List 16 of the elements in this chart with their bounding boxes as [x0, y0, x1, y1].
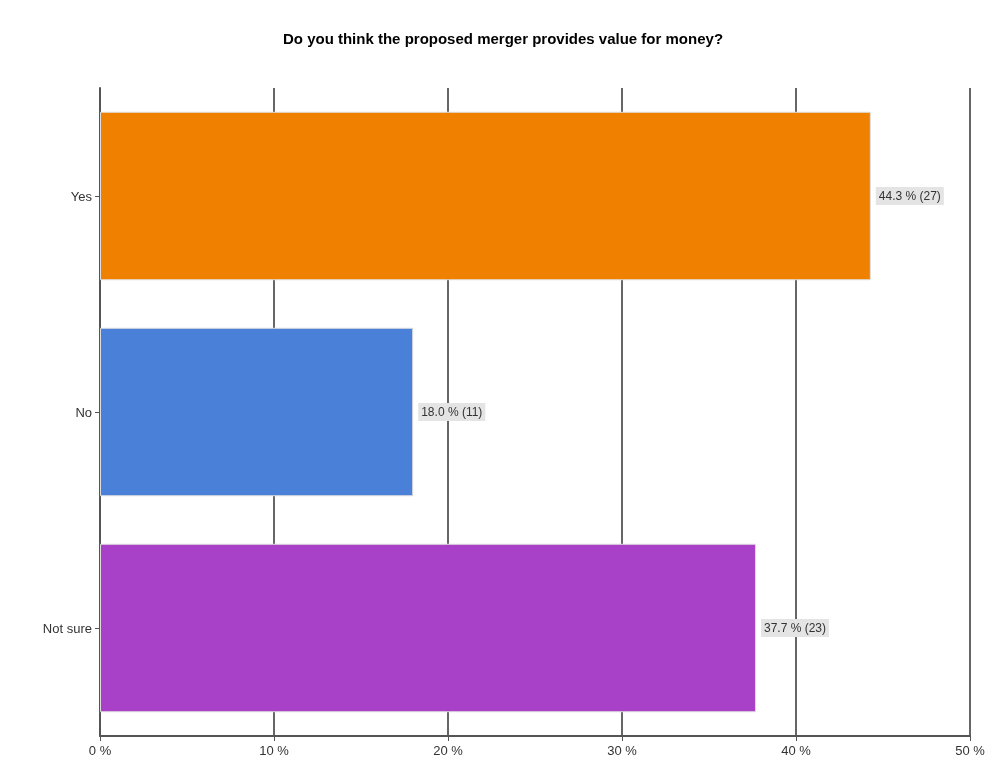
y-tick-label: Not sure: [42, 620, 92, 636]
data-label: 37.7 % (23): [763, 621, 827, 635]
x-tick-label: 40 %: [781, 743, 812, 758]
bar: [100, 543, 756, 713]
x-tick-label: 20 %: [433, 743, 464, 758]
data-label: 44.3 % (27): [878, 189, 941, 203]
bar: [100, 327, 414, 497]
y-tick-label: No: [75, 404, 92, 420]
x-tick-label: 50 %: [955, 743, 986, 758]
x-tick-label: 30 %: [607, 743, 638, 758]
bar: [100, 111, 871, 281]
x-tick-label: 0 %: [88, 743, 112, 758]
y-tick-label: Yes: [70, 188, 93, 204]
chart-title: Do you think the proposed merger provides value for money?: [282, 30, 724, 47]
x-tick-label: 10 %: [259, 743, 290, 758]
data-label: 18.0 % (11): [421, 405, 483, 419]
